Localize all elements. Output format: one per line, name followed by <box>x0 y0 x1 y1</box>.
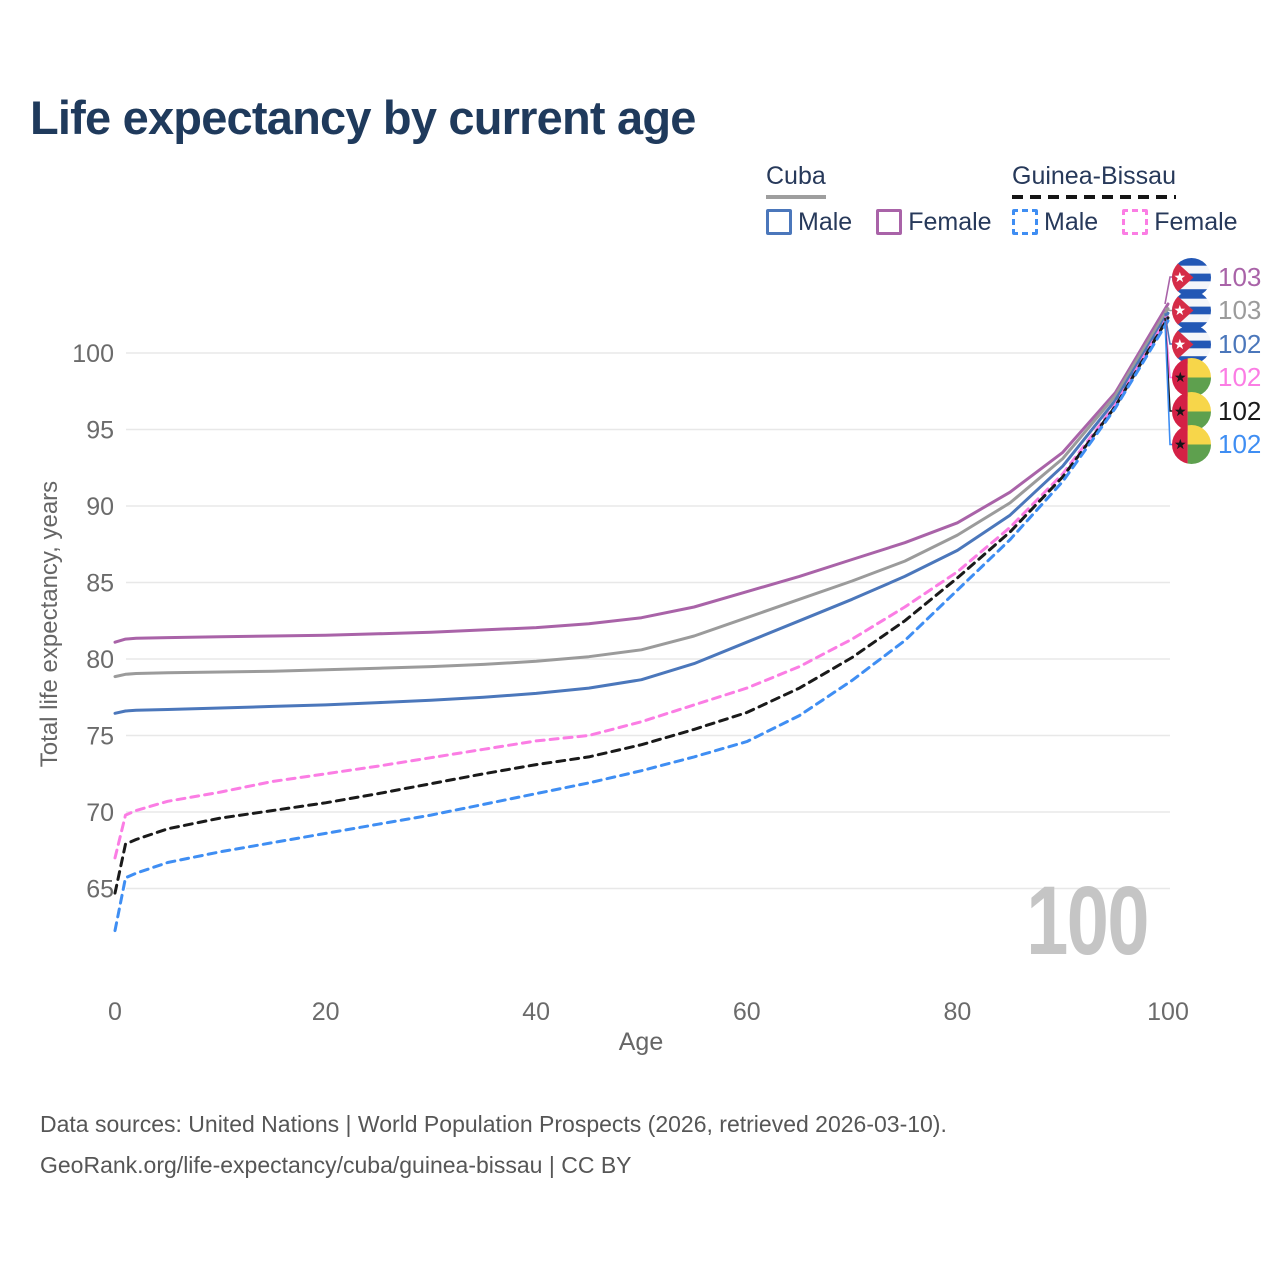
x-tick-label-80: 80 <box>943 998 971 1026</box>
y-tick-label-70: 70 <box>86 799 114 827</box>
guinea-bissau-female-checkbox[interactable] <box>1122 209 1149 236</box>
y-tick-label-85: 85 <box>86 570 114 598</box>
guinea-bissau-flag-icon <box>1172 425 1211 464</box>
legend-item-cuba-female[interactable]: Female <box>876 207 992 237</box>
y-axis-title: Total life expectancy, years <box>36 480 63 768</box>
legend-title-cuba: Cuba <box>766 162 826 199</box>
legend-group-guinea-bissau: Guinea-Bissau Male Female <box>1012 162 1262 237</box>
age-indicator-watermark: 100 <box>1026 866 1149 975</box>
footer: Data sources: United Nations | World Pop… <box>40 1104 947 1186</box>
footer-attribution: GeoRank.org/life-expectancy/cuba/guinea-… <box>40 1152 632 1178</box>
legend-label-cuba-male: Male <box>798 207 853 236</box>
x-tick-label-100: 100 <box>1147 998 1189 1026</box>
end-value-label: 103 <box>1218 261 1262 292</box>
end-value-label: 102 <box>1218 395 1262 426</box>
end-value-label: 103 <box>1218 295 1262 325</box>
end-value-label: 102 <box>1218 362 1262 392</box>
legend-item-cuba-male[interactable]: Male <box>766 208 852 237</box>
series-line-guinea-bissau-female[interactable] <box>113 314 1170 860</box>
end-label-row: 102 <box>1172 358 1261 398</box>
y-tick-label-90: 90 <box>86 493 114 521</box>
x-tick-label-0: 0 <box>108 998 122 1026</box>
series-line-guinea-bissau-male[interactable] <box>113 319 1170 933</box>
y-tick-label-95: 95 <box>86 417 114 445</box>
y-tick-label-75: 75 <box>86 723 114 751</box>
series-line-cuba-male[interactable] <box>113 311 1170 715</box>
cuba-male-checkbox[interactable] <box>766 209 792 236</box>
end-label-row: 103 <box>1172 291 1261 331</box>
series-line-guinea-bissau-both-sexes[interactable] <box>113 316 1170 895</box>
legend-label-guinea-bissau-female: Female <box>1154 207 1238 236</box>
y-tick-label-80: 80 <box>86 646 114 674</box>
end-value-label: 102 <box>1218 328 1262 359</box>
end-label-row: 102 <box>1172 391 1261 431</box>
footer-data-sources: Data sources: United Nations | World Pop… <box>40 1111 947 1137</box>
series-line-cuba-both-sexes[interactable] <box>113 307 1170 679</box>
series-line-cuba-female[interactable] <box>113 302 1170 644</box>
legend-title-guinea-bissau: Guinea-Bissau <box>1012 162 1176 199</box>
legend-label-cuba-female: Female <box>908 207 992 236</box>
end-value-label: 102 <box>1218 429 1262 459</box>
legend-group-cuba: Cuba Male Female <box>766 162 1016 237</box>
x-tick-label-40: 40 <box>522 998 550 1026</box>
page-title: Life expectancy by current age <box>30 91 696 144</box>
x-tick-label-20: 20 <box>312 998 340 1026</box>
x-axis-title: Age <box>618 1028 664 1056</box>
legend-item-guinea-bissau-male[interactable]: Male <box>1012 208 1098 237</box>
end-label-row: 102 <box>1172 425 1261 465</box>
guinea-bissau-male-checkbox[interactable] <box>1012 209 1038 236</box>
cuba-female-checkbox[interactable] <box>876 209 903 236</box>
y-tick-label-65: 65 <box>86 876 114 904</box>
x-tick-label-60: 60 <box>733 998 761 1026</box>
legend-label-guinea-bissau-male: Male <box>1044 207 1099 236</box>
y-tick-label-100: 100 <box>72 340 114 368</box>
legend-item-guinea-bissau-female[interactable]: Female <box>1122 207 1238 237</box>
guinea-bissau-flag-icon <box>1172 358 1211 397</box>
